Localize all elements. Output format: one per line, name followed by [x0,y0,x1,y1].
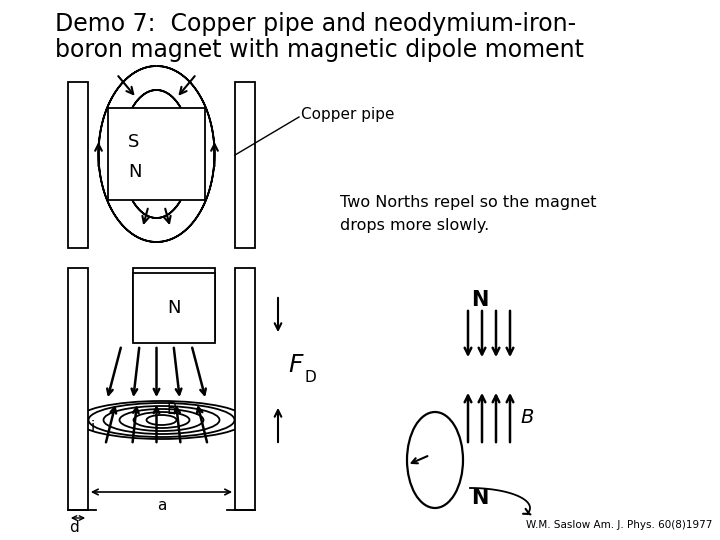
Text: drops more slowly.: drops more slowly. [340,218,490,233]
Text: N: N [167,299,181,317]
Text: N: N [128,163,142,181]
Text: B: B [520,408,534,427]
Bar [133,273,215,343]
Text: D: D [304,370,316,386]
Text: Two Norths repel so the magnet: Two Norths repel so the magnet [340,195,596,210]
Text: S: S [128,133,140,151]
Bar [68,82,88,248]
Text: N: N [472,488,489,508]
Bar [68,268,88,510]
Text: W.M. Saslow Am. J. Phys. 60(8)1977: W.M. Saslow Am. J. Phys. 60(8)1977 [526,520,712,530]
Bar [235,268,255,510]
Text: Copper pipe: Copper pipe [301,107,395,123]
Text: Demo 7:  Copper pipe and neodymium-iron-: Demo 7: Copper pipe and neodymium-iron- [55,12,576,36]
Text: F: F [288,353,302,377]
Text: B: B [166,402,177,417]
Bar [235,82,255,248]
Text: i: i [91,421,95,435]
Text: boron magnet with magnetic dipole moment: boron magnet with magnetic dipole moment [55,38,584,62]
Bar [133,268,215,340]
Bar [108,108,205,200]
Text: d: d [69,520,78,535]
Text: N: N [472,290,489,310]
Text: a: a [157,498,166,513]
